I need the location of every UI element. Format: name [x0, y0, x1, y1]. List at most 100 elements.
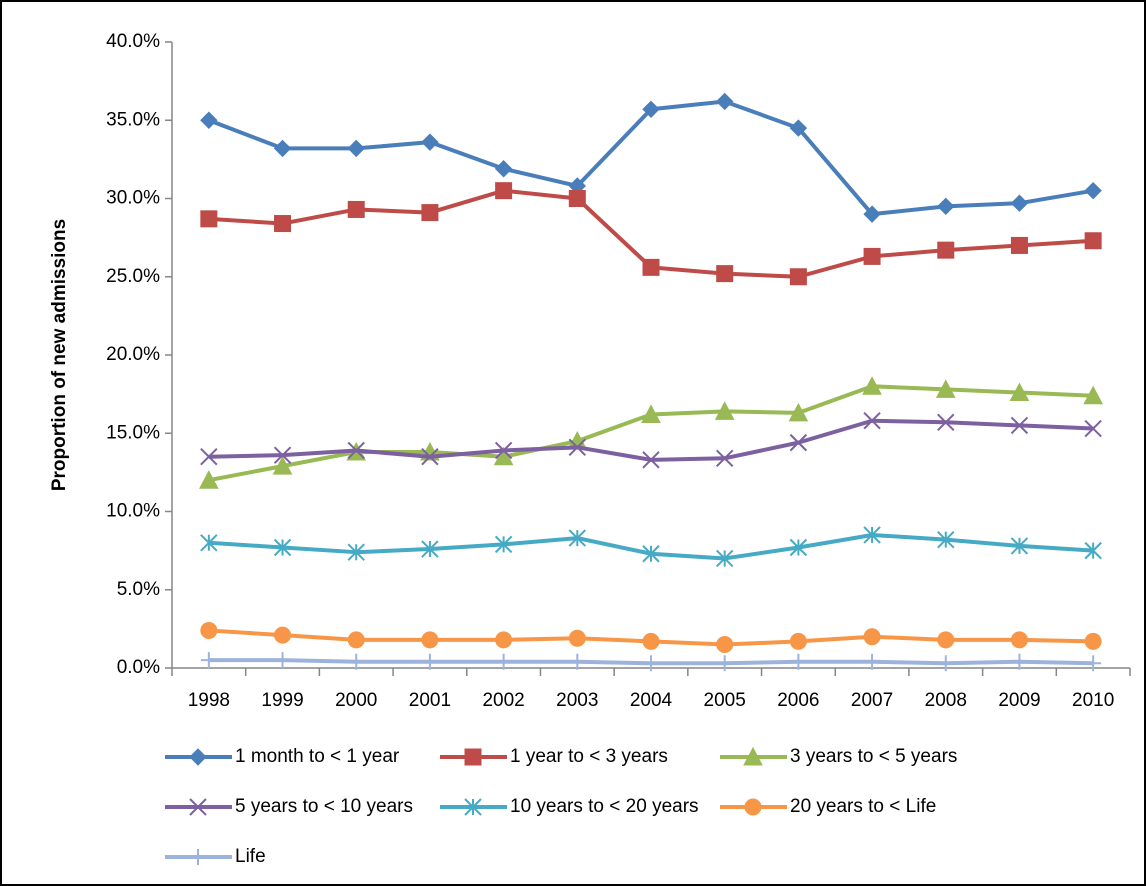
marker-shape	[568, 438, 587, 457]
marker	[789, 268, 807, 286]
marker	[189, 748, 207, 766]
marker	[1084, 541, 1102, 560]
marker-shape	[1084, 181, 1102, 200]
legend-label: 3 years to < 5 years	[790, 746, 957, 767]
marker	[863, 628, 881, 646]
legend-label: 1 year to < 3 years	[510, 746, 668, 767]
x-tick-label: 2003	[556, 690, 598, 711]
marker-shape	[642, 451, 660, 469]
y-tick-label: 40.0%	[106, 31, 160, 52]
x-tick-label: 2007	[851, 690, 893, 711]
marker-shape	[200, 448, 218, 466]
y-tick-label: 5.0%	[117, 579, 160, 600]
marker-shape	[348, 653, 365, 670]
y-tick-label: 35.0%	[106, 109, 160, 130]
marker	[864, 653, 881, 670]
marker	[937, 241, 955, 259]
marker-shape	[863, 247, 881, 265]
marker-shape	[568, 190, 586, 207]
marker-shape	[788, 402, 809, 422]
marker	[642, 545, 660, 563]
x-tick-label: 1999	[261, 690, 303, 711]
marker-shape	[1084, 419, 1102, 438]
marker	[347, 543, 365, 561]
marker-shape	[464, 748, 482, 766]
marker	[347, 139, 365, 158]
marker-shape	[1010, 236, 1028, 254]
marker	[348, 653, 365, 670]
marker	[200, 448, 218, 466]
marker	[937, 197, 955, 216]
marker-shape	[347, 139, 365, 158]
marker	[347, 441, 365, 460]
marker-shape	[568, 529, 587, 547]
marker-shape	[421, 631, 439, 649]
marker-shape	[494, 535, 513, 554]
marker-shape	[200, 621, 218, 639]
marker-shape	[863, 412, 881, 430]
marker-shape	[1010, 537, 1029, 555]
marker	[421, 204, 439, 222]
marker-shape	[743, 746, 763, 766]
marker	[200, 210, 218, 228]
marker-shape	[464, 798, 482, 816]
marker-shape	[937, 413, 955, 432]
marker-shape	[714, 401, 735, 420]
marker	[789, 632, 807, 650]
marker	[568, 190, 586, 207]
marker-shape	[1010, 631, 1028, 649]
marker	[274, 215, 292, 233]
marker-shape	[347, 543, 365, 561]
marker	[789, 119, 808, 137]
marker	[568, 438, 587, 457]
marker	[935, 379, 956, 398]
marker-shape	[494, 441, 513, 460]
legend-label: 1 month to < 1 year	[235, 746, 400, 767]
marker	[495, 631, 513, 649]
marker-shape	[1084, 232, 1102, 250]
marker	[347, 631, 365, 649]
y-tick-label: 0.0%	[117, 657, 160, 678]
x-tick-label: 2000	[335, 690, 377, 711]
marker	[274, 626, 292, 644]
marker	[421, 133, 439, 151]
x-tick-label: 2006	[777, 690, 819, 711]
marker-shape	[347, 200, 365, 218]
marker-shape	[789, 538, 808, 557]
marker	[937, 530, 955, 549]
marker-shape	[495, 182, 513, 200]
marker	[569, 653, 586, 670]
marker-shape	[862, 376, 882, 395]
marker-shape	[1009, 382, 1030, 402]
marker-shape	[494, 160, 513, 178]
marker-shape	[789, 433, 808, 452]
legend-label: Life	[235, 846, 266, 867]
marker	[1010, 194, 1029, 212]
marker	[199, 470, 219, 489]
marker	[716, 655, 733, 672]
marker-shape	[935, 379, 956, 398]
marker-shape	[200, 534, 218, 552]
marker-shape	[937, 241, 955, 259]
marker	[715, 549, 734, 568]
marker-shape	[421, 204, 439, 222]
marker	[642, 100, 660, 119]
marker	[495, 653, 512, 670]
marker	[743, 746, 763, 766]
marker-shape	[937, 197, 955, 216]
y-tick-label: 25.0%	[106, 266, 160, 287]
marker-shape	[1083, 385, 1103, 405]
marker-shape	[495, 653, 512, 670]
marker-shape	[716, 636, 734, 654]
marker	[862, 376, 882, 395]
x-tick-label: 2002	[482, 690, 524, 711]
marker-shape	[200, 111, 218, 129]
marker	[642, 632, 660, 650]
marker-shape	[347, 631, 365, 649]
marker-shape	[272, 456, 293, 475]
y-tick-label: 10.0%	[106, 501, 160, 522]
marker	[1010, 416, 1029, 435]
marker-shape	[937, 530, 955, 549]
